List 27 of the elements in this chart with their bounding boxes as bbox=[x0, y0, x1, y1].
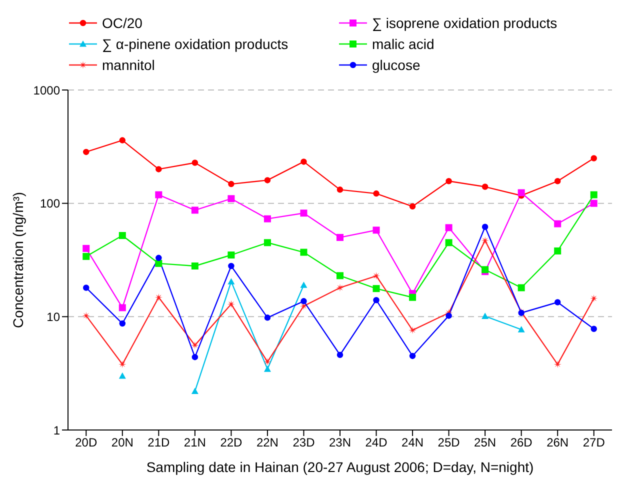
legend-label: glucose bbox=[372, 56, 420, 73]
x-tick-label: 22D bbox=[220, 436, 243, 450]
y-tick-label: 1000 bbox=[33, 83, 60, 98]
x-tick-label: 21D bbox=[148, 436, 170, 450]
x-tick-label: 27D bbox=[582, 436, 606, 450]
x-tick-label: 23N bbox=[328, 436, 352, 450]
legend-label: ∑ α-pinene oxidation products bbox=[102, 36, 288, 52]
x-tick-label: 25N bbox=[474, 436, 496, 450]
legend-label: malic acid bbox=[372, 36, 434, 52]
legend-label: mannitol bbox=[102, 56, 155, 73]
y-tick-label: 1 bbox=[53, 423, 60, 438]
x-tick-label: 20N bbox=[111, 436, 134, 450]
x-tick-label: 25D bbox=[438, 436, 460, 450]
legend-label: OC/20 bbox=[102, 15, 142, 32]
x-tick-label: 20D bbox=[75, 436, 98, 450]
y-tick-label: 100 bbox=[40, 196, 60, 211]
legend-label: ∑ isoprene oxidation products bbox=[372, 15, 558, 32]
y-axis-title: Concentration (ng/m³) bbox=[10, 192, 26, 328]
x-axis-title: Sampling date in Hainan (20-27 August 2006; D=day, N=night) bbox=[146, 459, 534, 475]
x-tick-label: 22N bbox=[256, 436, 278, 450]
x-tick-label: 21N bbox=[184, 436, 206, 450]
x-tick-label: 24D bbox=[365, 436, 388, 450]
y-tick-label: 10 bbox=[46, 310, 60, 324]
x-tick-label: 26N bbox=[546, 436, 569, 450]
x-tick-label: 24N bbox=[402, 436, 424, 450]
x-tick-label: 26D bbox=[510, 436, 533, 450]
x-tick-label: 23D bbox=[292, 436, 316, 450]
